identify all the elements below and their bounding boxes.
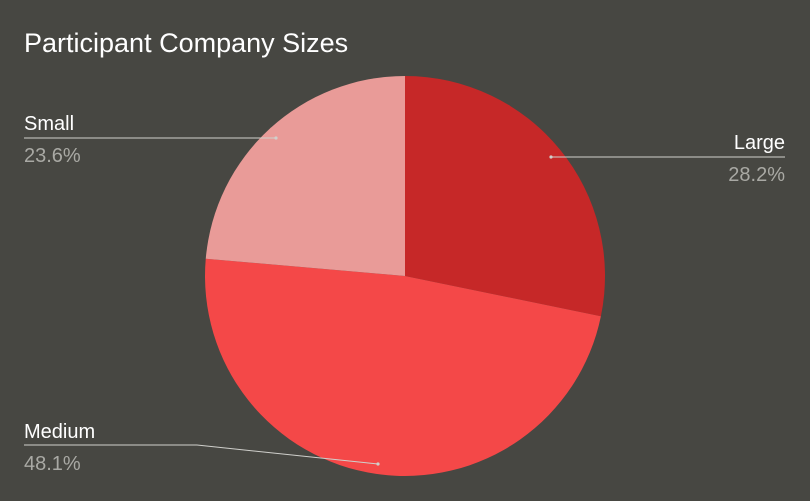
- pie-slices: [205, 76, 606, 476]
- leader-dot-large: [549, 155, 553, 159]
- pie-slice-small: [205, 76, 405, 276]
- pie-labels: Large 28.2% Small 23.6% Medium 48.1%: [24, 113, 785, 475]
- leader-line-medium: [24, 444, 379, 465]
- leader-dot-small: [274, 136, 278, 140]
- slice-value-small: 23.6%: [24, 145, 81, 167]
- slice-value-large: 28.2%: [728, 164, 785, 186]
- slice-label-large: Large: [734, 132, 785, 154]
- slice-value-medium: 48.1%: [24, 453, 81, 475]
- pie-slice-large: [405, 76, 606, 317]
- pie-slice-medium: [205, 258, 601, 476]
- slice-label-small: Small: [24, 113, 74, 135]
- chart-title: Participant Company Sizes: [24, 28, 349, 58]
- leader-dot-medium: [376, 462, 380, 466]
- slice-label-medium: Medium: [24, 421, 95, 443]
